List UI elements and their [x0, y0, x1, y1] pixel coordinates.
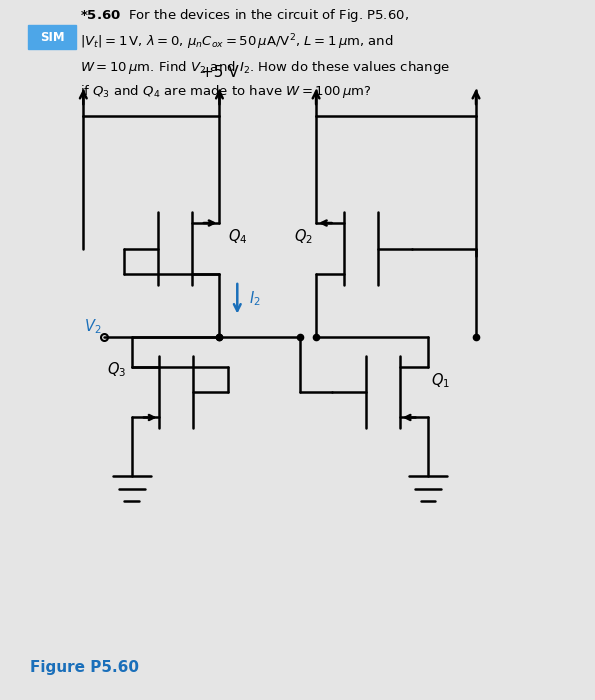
Text: $Q_4$: $Q_4$ — [228, 228, 248, 246]
Text: $Q_2$: $Q_2$ — [294, 228, 313, 246]
Text: +5 V: +5 V — [201, 65, 239, 80]
Text: $Q_1$: $Q_1$ — [431, 371, 450, 390]
Text: Figure P5.60: Figure P5.60 — [30, 660, 139, 675]
Text: $I_2$: $I_2$ — [249, 289, 261, 308]
FancyBboxPatch shape — [28, 25, 76, 49]
Text: SIM: SIM — [40, 31, 64, 43]
Text: $V_2$: $V_2$ — [84, 318, 101, 337]
Text: $\mathbf{*5.60}$  For the devices in the circuit of Fig. P5.60,
$|V_t| = 1\,\mat: $\mathbf{*5.60}$ For the devices in the … — [80, 7, 450, 100]
Text: $Q_3$: $Q_3$ — [107, 360, 126, 379]
